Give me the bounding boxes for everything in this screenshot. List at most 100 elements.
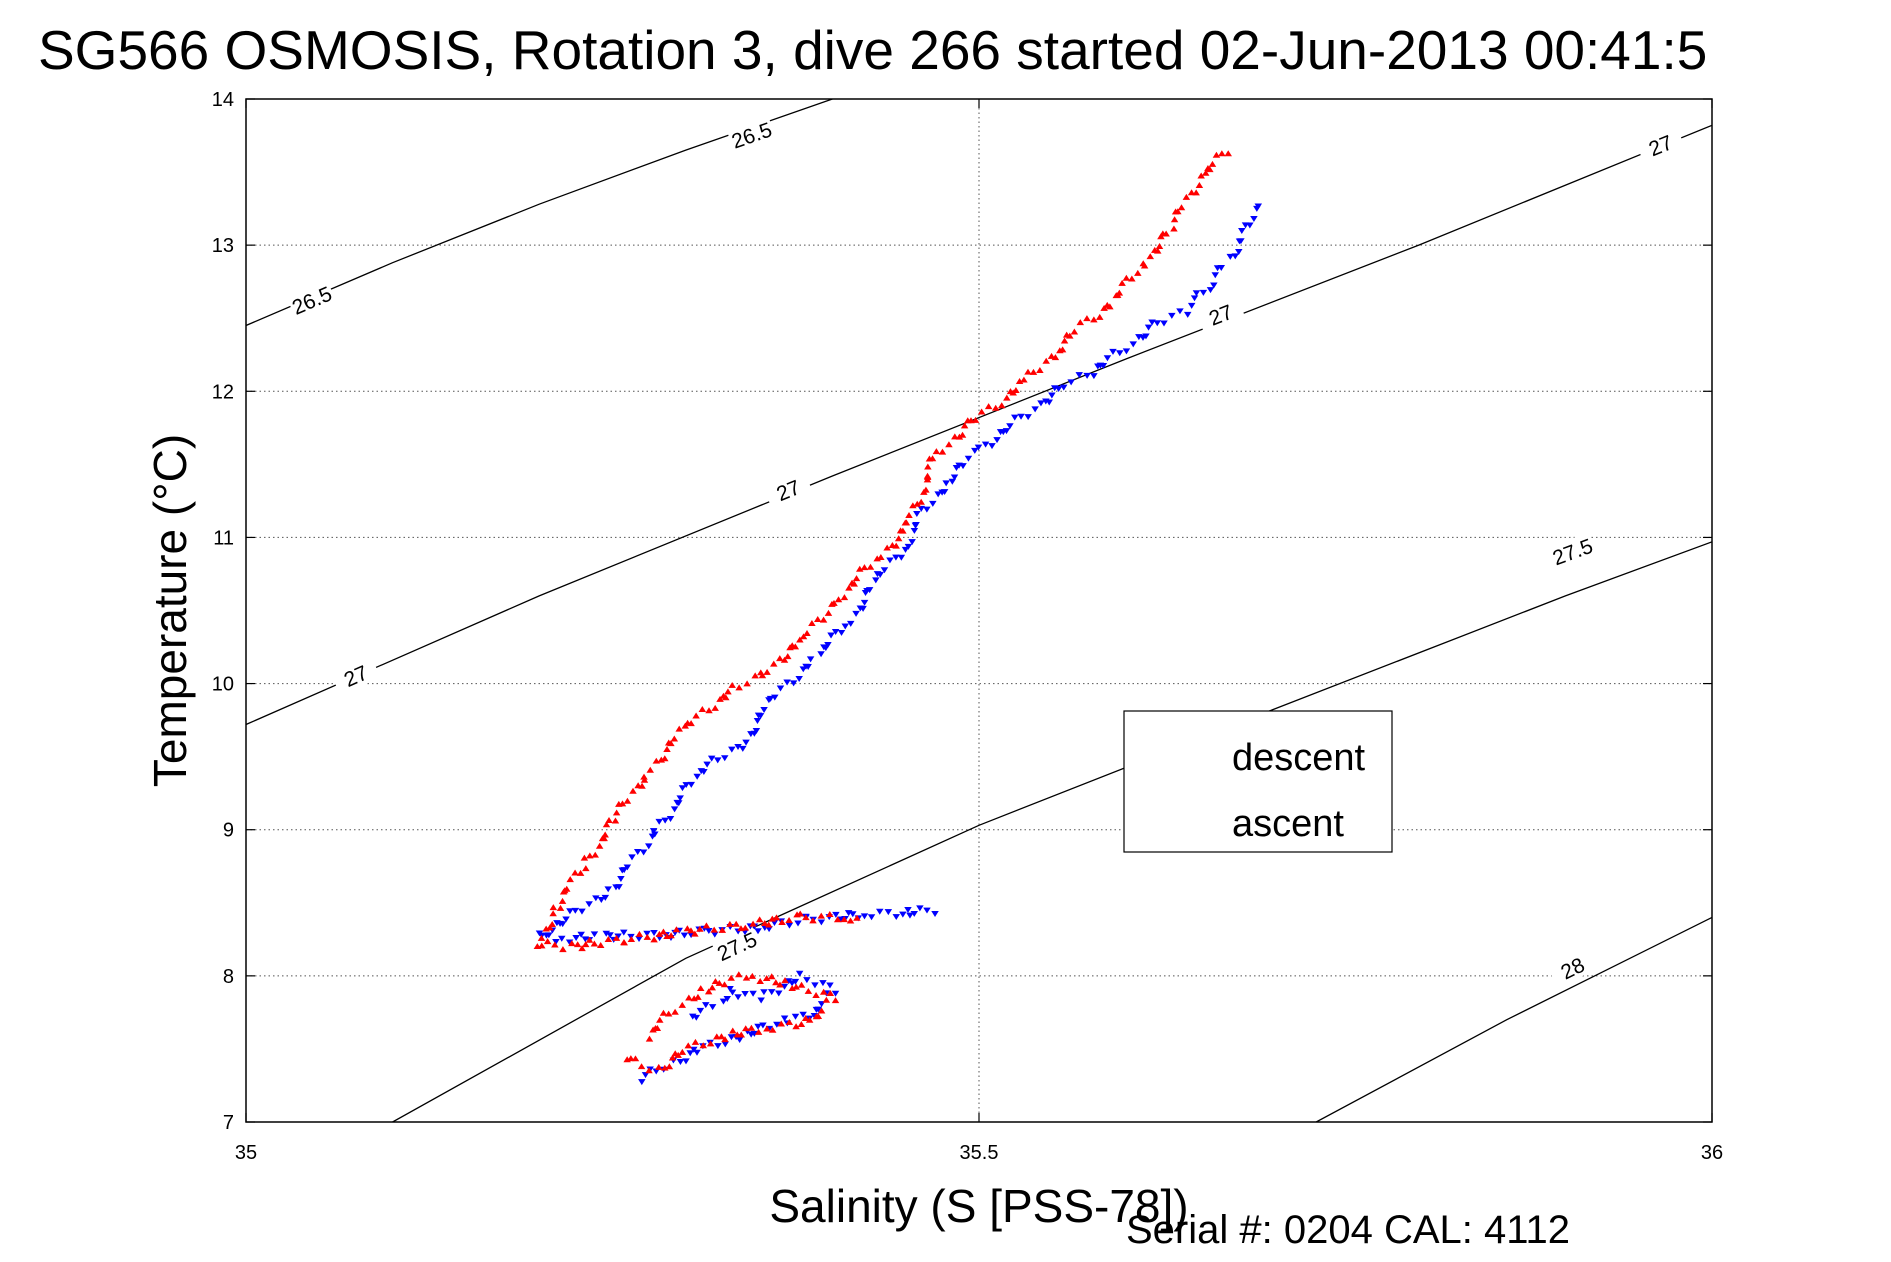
ascent-point	[764, 921, 773, 928]
descent-point	[766, 695, 775, 702]
descent-point	[971, 447, 979, 454]
ascent-point	[558, 897, 567, 904]
ascent-point	[716, 695, 724, 702]
ascent-point	[770, 660, 778, 667]
ascent-point	[991, 404, 1000, 411]
data-points	[533, 150, 1263, 1086]
descent-point	[827, 632, 835, 639]
descent-point	[950, 474, 959, 481]
ascent-point	[615, 800, 623, 807]
ascent-point	[1076, 319, 1085, 326]
ascent-point	[684, 1042, 692, 1049]
ascent-point	[631, 1055, 640, 1062]
contour-line-28	[1315, 916, 1712, 1122]
descent-point	[1129, 341, 1137, 348]
descent-point	[650, 929, 658, 936]
descent-point	[676, 795, 684, 802]
ascent-point	[873, 555, 881, 562]
descent-point	[623, 864, 632, 871]
descent-point	[645, 843, 653, 850]
ascent-point	[690, 995, 698, 1002]
ascent-point	[846, 917, 855, 924]
descent-point	[872, 577, 880, 584]
descent-point	[682, 1058, 690, 1065]
descent-point	[572, 934, 580, 941]
descent-point	[803, 977, 811, 984]
descent-point	[892, 554, 900, 561]
ascent-point	[852, 575, 861, 582]
descent-point	[1017, 413, 1025, 420]
ascent-point	[960, 422, 969, 429]
ascent-point	[735, 684, 743, 691]
ascent-point	[1128, 275, 1136, 282]
ascent-point	[796, 910, 804, 917]
descent-point	[819, 980, 827, 987]
ascent-point	[612, 934, 621, 941]
descent-point	[721, 755, 729, 762]
y-tick-label: 11	[213, 527, 234, 549]
ascent-point	[551, 941, 559, 948]
ascent-point	[1090, 316, 1098, 323]
descent-point	[776, 685, 785, 692]
descent-point	[884, 909, 893, 916]
ascent-point	[805, 1016, 814, 1023]
ascent-point	[1042, 357, 1050, 364]
ascent-point	[797, 981, 806, 988]
ascent-point	[664, 1010, 673, 1017]
ascent-point	[853, 914, 861, 921]
ascent-point	[1224, 150, 1232, 157]
ascent-point	[1096, 313, 1104, 320]
descent-point	[929, 500, 937, 507]
descent-point	[931, 911, 939, 918]
ascent-point	[713, 1033, 721, 1040]
ascent-point	[1182, 193, 1191, 200]
ascent-point	[896, 527, 905, 534]
ascent-point	[742, 974, 751, 981]
ascent-point	[784, 653, 792, 660]
ascent-point	[1083, 315, 1091, 322]
ascent-point	[1157, 233, 1165, 240]
ascent-point	[913, 500, 921, 507]
ascent-point	[1015, 378, 1024, 384]
ascent-point	[741, 924, 750, 931]
descent-point	[752, 728, 761, 735]
contour-line-27.5	[392, 541, 1712, 1122]
ascent-point	[623, 797, 632, 804]
ascent-point	[661, 755, 669, 762]
ascent-point	[856, 565, 864, 572]
descent-point	[1144, 324, 1153, 331]
ascent-point	[1170, 225, 1178, 232]
ascent-point	[1112, 292, 1121, 299]
ascent-point	[717, 1033, 726, 1040]
descent-point	[1024, 414, 1032, 421]
descent-point	[1160, 320, 1168, 327]
ascent-point	[845, 584, 853, 591]
ascent-point	[809, 917, 817, 924]
descent-point	[1210, 282, 1218, 289]
y-axis-label: Temperature (°C)	[144, 434, 196, 787]
y-tick-label: 7	[223, 1112, 234, 1134]
ascent-point	[1204, 165, 1212, 172]
descent-point	[713, 757, 722, 764]
ascent-point	[1056, 347, 1064, 354]
ascent-point	[1212, 151, 1221, 158]
ascent-point	[585, 936, 594, 943]
serial-cal-text: Serial #: 0204 CAL: 4112	[1126, 1208, 1571, 1252]
descent-point	[824, 642, 832, 649]
descent-point	[876, 571, 884, 578]
ascent-point	[909, 502, 917, 509]
descent-point	[558, 935, 566, 942]
contour-label-bg	[1195, 295, 1246, 334]
descent-point	[562, 916, 570, 923]
descent-point	[566, 908, 574, 915]
ascent-point	[971, 416, 980, 423]
descent-point	[1211, 272, 1220, 279]
ascent-point	[833, 916, 842, 923]
descent-point	[901, 546, 910, 553]
ascent-point	[649, 1026, 657, 1033]
axis-ticks: 7 8 9 10 11 12 13 14 35 35.5 36	[212, 89, 1723, 1164]
ascent-point	[1139, 260, 1147, 267]
ascent-point	[718, 926, 727, 933]
contour-label-bg	[726, 116, 777, 154]
descent-point	[917, 505, 926, 512]
